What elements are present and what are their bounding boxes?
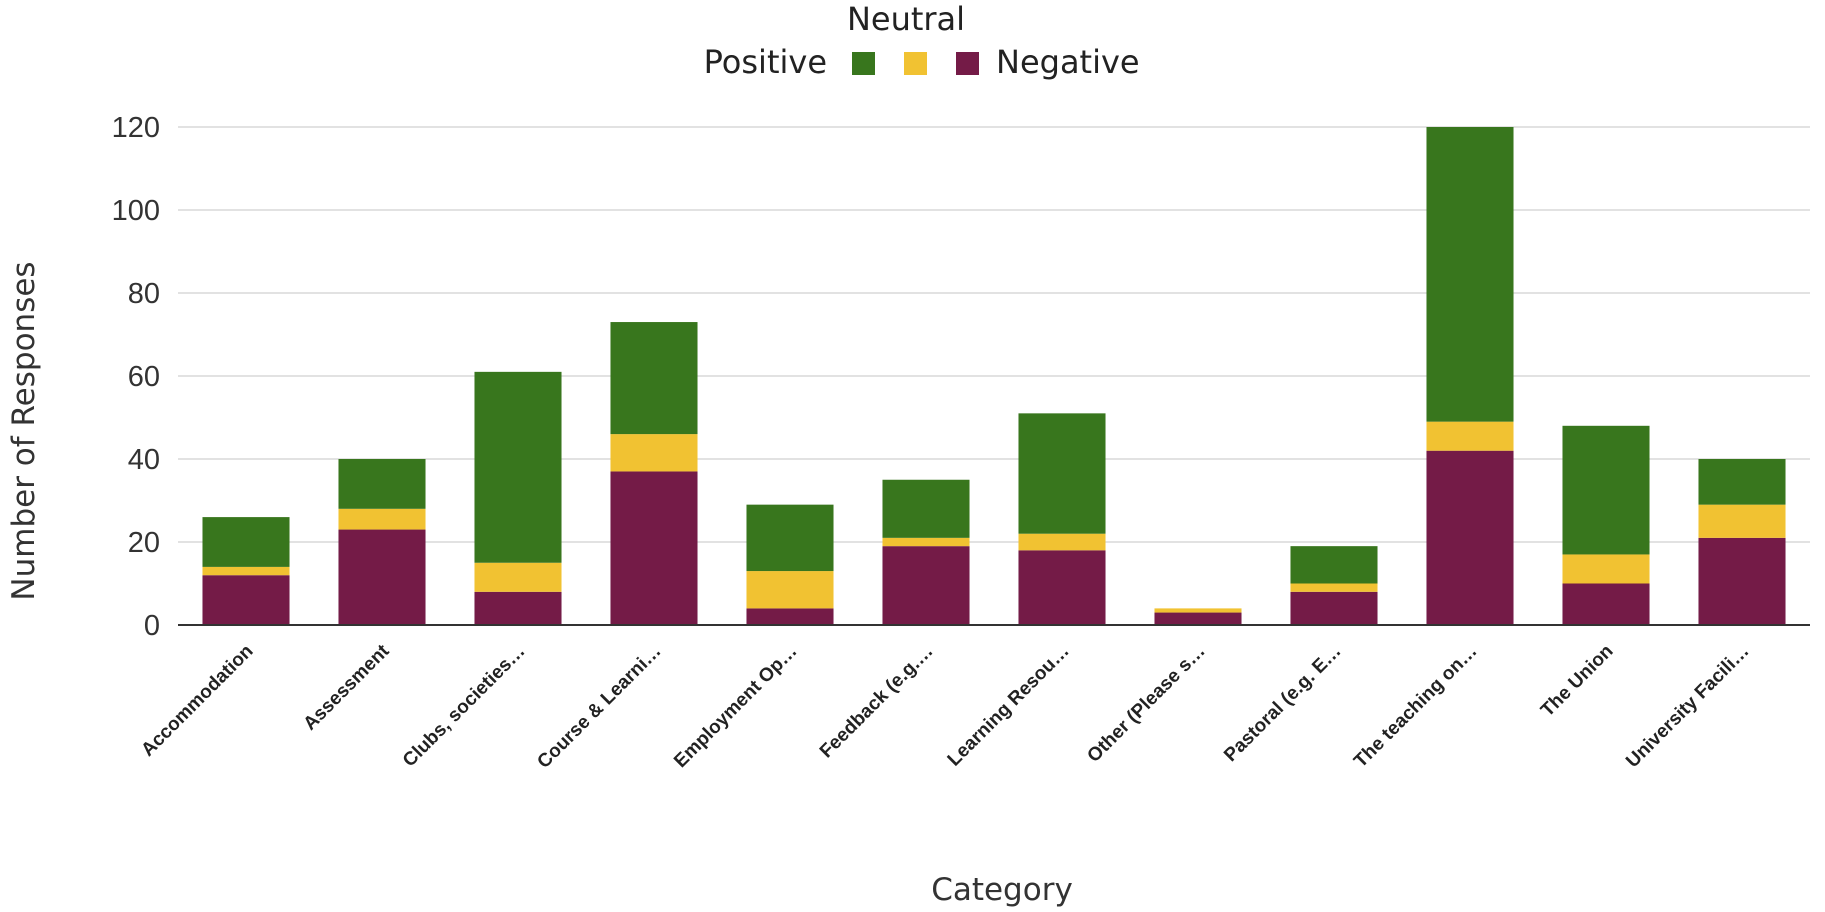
bar-negative-2 (474, 592, 561, 625)
bar-negative-7 (1154, 613, 1241, 625)
bar-positive-8 (1290, 546, 1377, 583)
bar-negative-1 (338, 530, 425, 625)
legend-label-positive: Positive (704, 43, 827, 81)
bar-negative-6 (1018, 550, 1105, 625)
bar-negative-5 (882, 546, 969, 625)
y-tick-label-0: 0 (144, 610, 160, 642)
x-tick-label-1: Assessment (300, 640, 394, 734)
bar-positive-4 (746, 505, 833, 571)
x-axis-title: Category (931, 872, 1073, 908)
y-tick-label-60: 60 (128, 361, 160, 393)
legend-swatch-neutral (904, 52, 927, 75)
bar-positive-2 (474, 372, 561, 563)
bar-neutral-4 (746, 571, 833, 608)
bar-neutral-5 (882, 538, 969, 546)
bar-neutral-9 (1426, 422, 1513, 451)
x-axis-labels: Accommodation Assessment Clubs, societies…… (137, 640, 1753, 773)
bar-negative-10 (1562, 584, 1649, 626)
bar-negative-9 (1426, 451, 1513, 625)
bar-neutral-0 (202, 567, 289, 575)
x-tick-label-8: Pastoral (e.g. E… (1220, 641, 1345, 766)
y-tick-label-100: 100 (112, 195, 160, 227)
x-tick-label-3: Course & Learni… (533, 641, 665, 773)
bar-neutral-8 (1290, 584, 1377, 592)
x-tick-label-7: Other (Please s… (1083, 641, 1209, 767)
bar-neutral-6 (1018, 534, 1105, 551)
x-tick-label-2: Clubs, societies… (399, 641, 530, 772)
x-tick-label-5: Feedback (e.g.… (816, 641, 938, 763)
x-tick-label-4: Employment Op… (670, 641, 801, 772)
bar-positive-6 (1018, 413, 1105, 533)
y-axis-ticks: 0 20 40 60 80 100 120 (112, 112, 160, 642)
bar-positive-5 (882, 480, 969, 538)
x-tick-label-6: Learning Resou… (944, 641, 1074, 771)
legend-label-negative: Negative (996, 43, 1140, 81)
bar-positive-10 (1562, 426, 1649, 555)
legend-label-neutral: Neutral (847, 0, 965, 38)
x-tick-label-10: The Union (1537, 641, 1618, 722)
bar-neutral-7 (1154, 608, 1241, 612)
bar-positive-11 (1698, 459, 1785, 505)
bar-positive-0 (202, 517, 289, 567)
y-tick-label-80: 80 (128, 278, 160, 310)
bar-neutral-11 (1698, 505, 1785, 538)
bar-negative-4 (746, 608, 833, 625)
bar-neutral-3 (610, 434, 697, 471)
bar-negative-0 (202, 575, 289, 625)
y-tick-label-40: 40 (128, 444, 160, 476)
bar-neutral-10 (1562, 554, 1649, 583)
legend-swatch-negative (956, 52, 979, 75)
bar-neutral-1 (338, 509, 425, 530)
y-tick-label-120: 120 (112, 112, 160, 144)
bar-negative-3 (610, 471, 697, 625)
bar-positive-9 (1426, 127, 1513, 422)
x-tick-label-9: The teaching on… (1350, 641, 1481, 772)
bar-neutral-2 (474, 563, 561, 592)
bar-positive-1 (338, 459, 425, 509)
bar-negative-8 (1290, 592, 1377, 625)
legend-swatch-positive (852, 52, 875, 75)
y-axis-title: Number of Responses (6, 261, 42, 600)
x-tick-label-11: University Facili… (1622, 641, 1753, 772)
legend: Neutral Positive Negative (704, 0, 1140, 81)
x-tick-label-0: Accommodation (137, 641, 257, 761)
bar-negative-11 (1698, 538, 1785, 625)
y-tick-label-20: 20 (128, 527, 160, 559)
bar-positive-3 (610, 322, 697, 434)
